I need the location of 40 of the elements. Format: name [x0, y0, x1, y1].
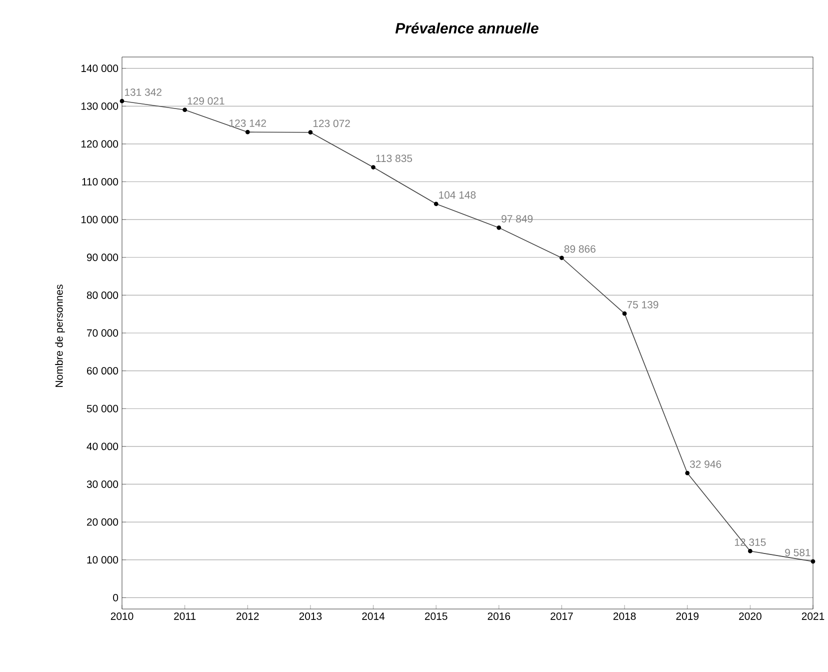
- x-tick-label: 2010: [110, 612, 134, 620]
- chart-title: Prévalence annuelle: [395, 22, 538, 34]
- data-label: 97 849: [502, 215, 533, 223]
- data-label: 123 072: [313, 120, 350, 128]
- y-axis-title: Nombre de personnes: [55, 284, 65, 387]
- data-label: 131 342: [124, 88, 162, 96]
- x-tick-label: 2019: [676, 612, 698, 620]
- y-tick-label: 120 000: [81, 140, 118, 148]
- x-tick-label: 2020: [739, 612, 762, 620]
- x-tick-label: 2021: [802, 612, 824, 620]
- x-tick-label: 2015: [424, 612, 448, 620]
- x-tick-label: 2011: [174, 612, 196, 620]
- y-tick-label: 0: [113, 594, 118, 602]
- x-tick-label: 2016: [488, 612, 510, 620]
- y-tick-label: 50 000: [86, 404, 118, 412]
- y-tick-label: 80 000: [86, 291, 118, 299]
- data-label: 75 139: [627, 300, 658, 308]
- y-tick-label: 90 000: [86, 254, 118, 262]
- y-tick-label: 70 000: [87, 329, 118, 337]
- x-tick-label: 2013: [299, 612, 322, 620]
- y-tick-label: 10 000: [87, 556, 118, 564]
- x-tick-label: 2017: [550, 612, 573, 620]
- y-tick-label: 140 000: [81, 64, 118, 72]
- data-label: 32 946: [690, 460, 722, 468]
- x-tick-label: 2014: [362, 612, 385, 620]
- data-label: 89 866: [564, 245, 596, 253]
- x-tick-label: 2018: [613, 612, 636, 620]
- y-tick-label: 130 000: [81, 102, 118, 110]
- y-tick-label: 100 000: [81, 216, 118, 224]
- y-tick-label: 30 000: [86, 480, 118, 488]
- y-tick-label: 20 000: [87, 518, 118, 526]
- x-tick-label: 2012: [236, 612, 259, 620]
- y-tick-label: 60 000: [87, 367, 118, 375]
- data-label: 123 142: [230, 119, 266, 127]
- data-label: 129 021: [188, 97, 224, 105]
- data-label: 104 148: [439, 191, 476, 199]
- y-tick-label: 110 000: [82, 178, 118, 186]
- y-tick-label: 40 000: [86, 442, 118, 450]
- data-label: 113 835: [376, 154, 412, 162]
- data-label: 9 581: [785, 548, 810, 556]
